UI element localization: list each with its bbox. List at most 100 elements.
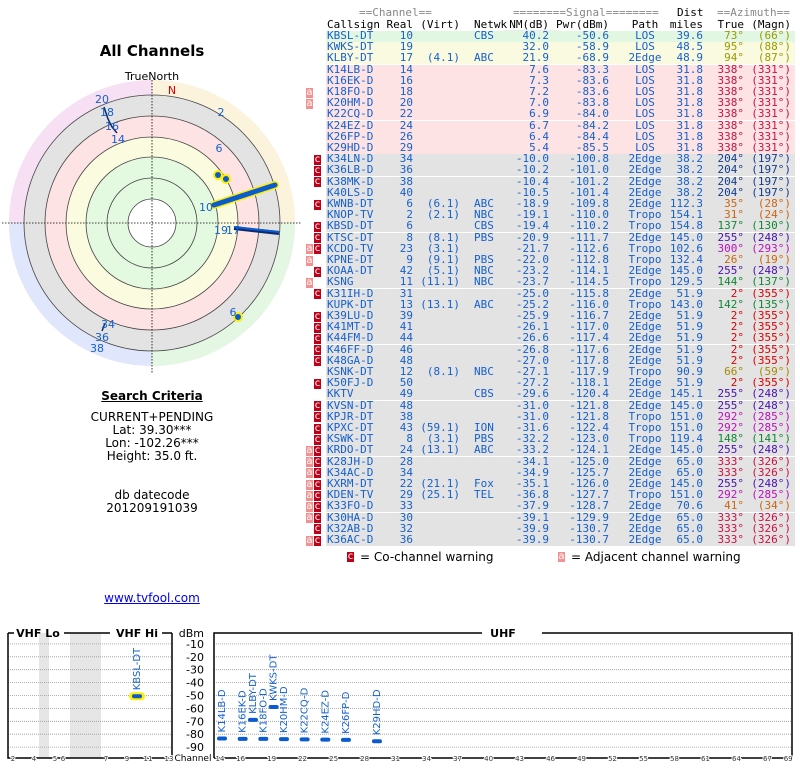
cell-real: 40 <box>399 185 413 199</box>
cell-real: 17 <box>399 51 413 65</box>
signal-marker-label: K26FP-D <box>341 691 352 733</box>
cell-nm: -10.2 <box>515 163 549 177</box>
table-row[interactable]: K32AB-D 32 -39.9 -130.7 2Edge 65.0 333° (326°) <box>326 521 795 536</box>
table-row[interactable]: KLBY-DT 17 (4.1) ABC 21.9 -68.9 2Edge 48.9 94° (8… <box>326 51 795 66</box>
cell-pwr: -117.8 <box>569 353 609 367</box>
adjacent-channel-warning-badge: a <box>306 254 313 266</box>
cell-mag: (141°) <box>751 432 791 446</box>
cell-cs: K36LB-D <box>327 163 374 177</box>
table-row[interactable]: K20HM-D 20 7.0 -83.8 LOS 31.8 338° (331°) <box>326 96 795 111</box>
table-row[interactable]: KTSC-DT 8 (8.1) PBS -20.9 -111.7 2Edge 145.0 255… <box>326 230 795 245</box>
table-row[interactable]: K16EK-D 16 7.3 -83.6 LOS 31.8 338° (331°) <box>326 74 795 88</box>
cell-dist: 129.5 <box>669 275 703 289</box>
cell-dist: 145.0 <box>669 443 703 457</box>
cell-pwr: -114.1 <box>569 264 609 278</box>
cell-tru: 255° <box>717 443 745 457</box>
cell-dist: 145.0 <box>669 264 703 278</box>
co-channel-warning-badge: c <box>314 523 321 535</box>
cell-real: 48 <box>399 398 413 412</box>
table-row[interactable]: K28JH-D 28 -34.1 -125.0 2Edge 65.0 333° (326°) <box>326 455 795 469</box>
table-row[interactable]: K36AC-D 36 -39.9 -130.7 2Edge 65.0 333° (326°) <box>326 533 795 547</box>
table-row[interactable]: K40LS-D 40 -10.5 -101.4 2Edge 38.2 204° (197°) <box>326 185 795 200</box>
table-row[interactable]: K26FP-D 26 6.4 -84.4 LOS 31.8 338° (331°) <box>326 130 795 144</box>
table-row[interactable]: KKTV 49 CBS -29.6 -120.4 2Edge 145.1 255° (248°) <box>326 388 795 402</box>
cell-tru: 31° <box>724 208 744 222</box>
cell-dist: 70.6 <box>676 499 704 513</box>
cell-path: 2Edge <box>628 342 662 356</box>
group-signal: ========Signal======== <box>513 6 659 19</box>
cell-tru: 338° <box>717 107 745 121</box>
tvfool-link[interactable]: www.tvfool.com <box>104 591 200 605</box>
signal-marker <box>132 694 142 699</box>
co-channel-warning-badge: c <box>314 288 321 300</box>
x-tick-label: 25 <box>329 755 338 763</box>
table-row[interactable]: KOAA-DT 42 (5.1) NBC -23.2 -114.1 2Edge 145.0 25… <box>326 264 795 279</box>
table-row[interactable]: KCDO-TV 23 (3.1) -21.7 -112.6 Tropo 102.6 300° (… <box>326 241 795 256</box>
table-row[interactable]: K44FM-D 44 -26.6 -117.4 2Edge 51.9 2° (355°) <box>326 332 795 346</box>
table-row[interactable]: KBSD-DT 6 CBS -19.4 -110.2 Tropo 154.8 137° (130… <box>326 220 795 234</box>
table-row[interactable]: K39LU-D 39 -25.9 -116.7 2Edge 51.9 2° (355°) <box>326 310 795 323</box>
table-row[interactable]: KBSL-DT 10 CBS 40.2 -50.6 LOS 39.6 73° (66°) <box>326 29 795 43</box>
cell-real: 10 <box>399 29 413 42</box>
cell-pwr: -117.6 <box>569 342 609 356</box>
true-north-label: TrueNorth <box>124 70 179 83</box>
co-channel-warning-badge: c <box>314 478 321 490</box>
cell-real: 29 <box>399 488 413 502</box>
vhf-frame <box>7 633 173 759</box>
cell-nm: -26.8 <box>515 342 549 356</box>
cell-nm: -20.9 <box>515 230 549 244</box>
column-header: True <box>717 18 745 31</box>
cell-cs: KWKS-DT <box>327 40 374 54</box>
table-row[interactable]: K34LN-D 34 -10.0 -100.8 2Edge 38.2 204° (197°) <box>326 153 795 167</box>
x-tick-label: 64 <box>732 755 741 763</box>
table-row[interactable]: KWKS-DT 19 32.0 -58.9 LOS 48.5 95° (88°) <box>326 40 795 55</box>
co-channel-badge: c <box>347 551 354 562</box>
cell-tru: 333° <box>717 510 745 524</box>
table-row[interactable]: K46FF-D 46 -26.8 -117.6 2Edge 51.9 2° (355°) <box>326 342 795 357</box>
x-tick-label: 16 <box>236 755 245 763</box>
cell-tru: 204° <box>717 174 745 188</box>
table-row[interactable]: KSNK-DT 12 (8.1) NBC -27.1 -117.9 Tropo 90.9 66°… <box>326 365 795 379</box>
cell-real: 30 <box>399 510 413 524</box>
cell-pwr: -124.1 <box>569 443 609 457</box>
uhf-frame <box>213 632 793 759</box>
table-row[interactable]: K38MK-D 38 -10.4 -101.2 2Edge 38.2 204° (197°) <box>326 174 795 189</box>
x-tick-label: 61 <box>701 755 710 763</box>
cell-nm: -31.6 <box>515 421 549 434</box>
group-azimuth: ==Azimuth== <box>717 6 790 19</box>
cell-path: 2Edge <box>628 533 662 546</box>
cell-real: 32 <box>399 521 413 535</box>
station-label: 6 <box>216 142 223 155</box>
x-tick-label: 6 <box>61 755 66 763</box>
uhf-title-gap <box>482 627 542 639</box>
cell-mag: (293°) <box>751 241 791 255</box>
cell-real: 2 <box>406 208 413 222</box>
table-row[interactable]: K41MT-D 41 -26.1 -117.0 2Edge 51.9 2° (355°) <box>326 320 795 335</box>
table-row[interactable]: K29HD-D 29 5.4 -85.5 LOS 31.8 338° (331°) <box>326 141 795 155</box>
signal-marker <box>268 704 279 709</box>
cell-tru: 338° <box>717 96 745 110</box>
table-row[interactable]: K14LB-D 14 7.6 -83.3 LOS 31.8 338° (331°) <box>326 63 795 77</box>
x-tick-label: 46 <box>546 755 555 763</box>
y-tick-label: -70 <box>186 715 204 728</box>
cell-nm: -31.0 <box>515 409 549 423</box>
cell-path: 2Edge <box>628 197 662 210</box>
band-title: UHF <box>490 627 516 640</box>
cell-cs: K29HD-D <box>327 141 374 154</box>
cell-tru: 2° <box>730 320 744 334</box>
cell-nm: -27.2 <box>515 376 549 390</box>
cell-dist: 102.6 <box>669 241 703 255</box>
cell-virt: (6.1) <box>426 197 460 210</box>
table-row[interactable]: KPJR-DT 38 -31.0 -121.8 Tropo 151.0 292° (285°) <box>326 409 795 424</box>
co-channel-warning-badge: c <box>314 164 321 176</box>
cell-mag: (355°) <box>751 353 791 367</box>
criteria-height: Height: 35.0 ft. <box>106 449 198 463</box>
signal-marker <box>237 736 248 741</box>
cell-path: 2Edge <box>628 521 662 535</box>
cell-real: 12 <box>399 365 413 378</box>
table-row[interactable]: KPXC-DT 43 (59.1) ION -31.6 -122.4 Tropo 151.0 2… <box>326 421 795 435</box>
signal-marker-label: KBSL-DT <box>132 647 143 690</box>
table-row[interactable]: KSNG 11 (11.1) NBC -23.7 -114.5 Tropo 129.5 144°… <box>326 275 795 290</box>
signal-marker <box>217 736 227 741</box>
table-row[interactable]: KUPK-DT 13 (13.1) ABC -25.2 -116.0 Tropo 143.0 1… <box>326 298 795 312</box>
